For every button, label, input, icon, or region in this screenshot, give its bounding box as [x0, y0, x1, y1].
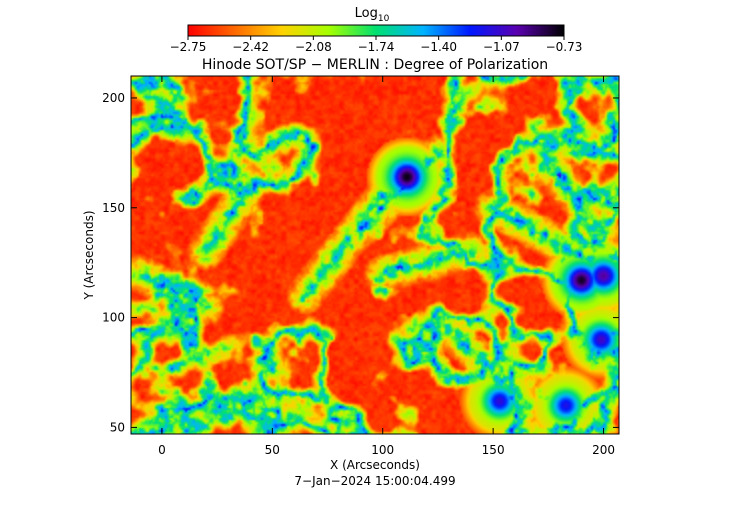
colorbar-tick-label: −2.75: [170, 40, 207, 54]
x-tick-label: 150: [482, 443, 505, 457]
colorbar-ticks: −2.75 −2.42 −2.08 −1.74 −1.40 −1.07 −0.73: [170, 36, 583, 54]
y-tick-label: 150: [102, 201, 125, 215]
plot-frame: [130, 75, 620, 435]
colorbar-label: Log10: [355, 6, 390, 24]
x-tick-label: 200: [592, 443, 615, 457]
axis-ticks: 0 50 100 150 200 50 100 150 200: [102, 76, 619, 457]
chart-title: Hinode SOT/SP − MERLIN : Degree of Polar…: [202, 57, 548, 73]
heatmap-image: [131, 76, 619, 434]
x-tick-label: 0: [158, 443, 166, 457]
colorbar-tick-label: −1.74: [358, 40, 395, 54]
colorbar: [187, 24, 565, 37]
y-tick-label: 50: [110, 420, 125, 434]
colorbar-tick-label: −0.73: [546, 40, 583, 54]
heatmap: [131, 76, 619, 434]
y-tick-label: 100: [102, 311, 125, 325]
x-axis-label: X (Arcseconds): [330, 458, 420, 472]
colorbar-tick-label: −1.07: [483, 40, 520, 54]
x-tick-label: 100: [371, 443, 394, 457]
colorbar-tick-label: −2.08: [295, 40, 332, 54]
colorbar-tick-label: −1.40: [420, 40, 457, 54]
y-tick-label: 200: [102, 91, 125, 105]
timestamp: 7−Jan−2024 15:00:04.499: [294, 474, 455, 488]
colorbar-tick-label: −2.42: [232, 40, 269, 54]
y-axis-label: Y (Arcseconds): [82, 210, 96, 300]
x-tick-label: 50: [265, 443, 280, 457]
